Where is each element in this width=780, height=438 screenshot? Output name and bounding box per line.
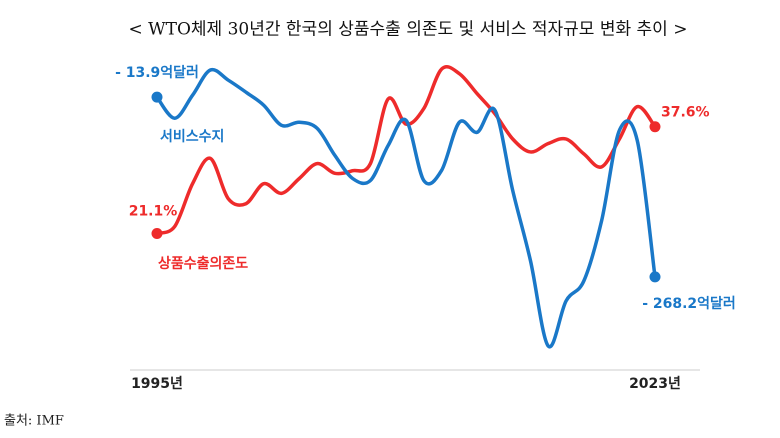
source: 출처: IMF [4,414,64,429]
end-point [649,271,661,283]
value-label: - 268.2억달러 [642,296,736,312]
x-tick-label: 2023년 [629,376,681,392]
end-point [649,121,661,133]
end-point [151,91,163,103]
series-line [155,67,657,349]
end-point [151,227,163,239]
value-label: 21.1% [129,203,178,219]
legend-label: 상품수출의존도 [158,255,248,272]
x-tick-label: 1995년 [131,376,183,392]
series-line [156,65,657,236]
value-label: - 13.9억달러 [115,65,199,81]
legend-label: 서비스수지 [160,129,224,145]
value-label: 37.6% [661,105,710,121]
chart-title: < WTO체제 30년간 한국의 상품수출 의존도 및 서비스 적자규모 변화 … [129,20,688,40]
